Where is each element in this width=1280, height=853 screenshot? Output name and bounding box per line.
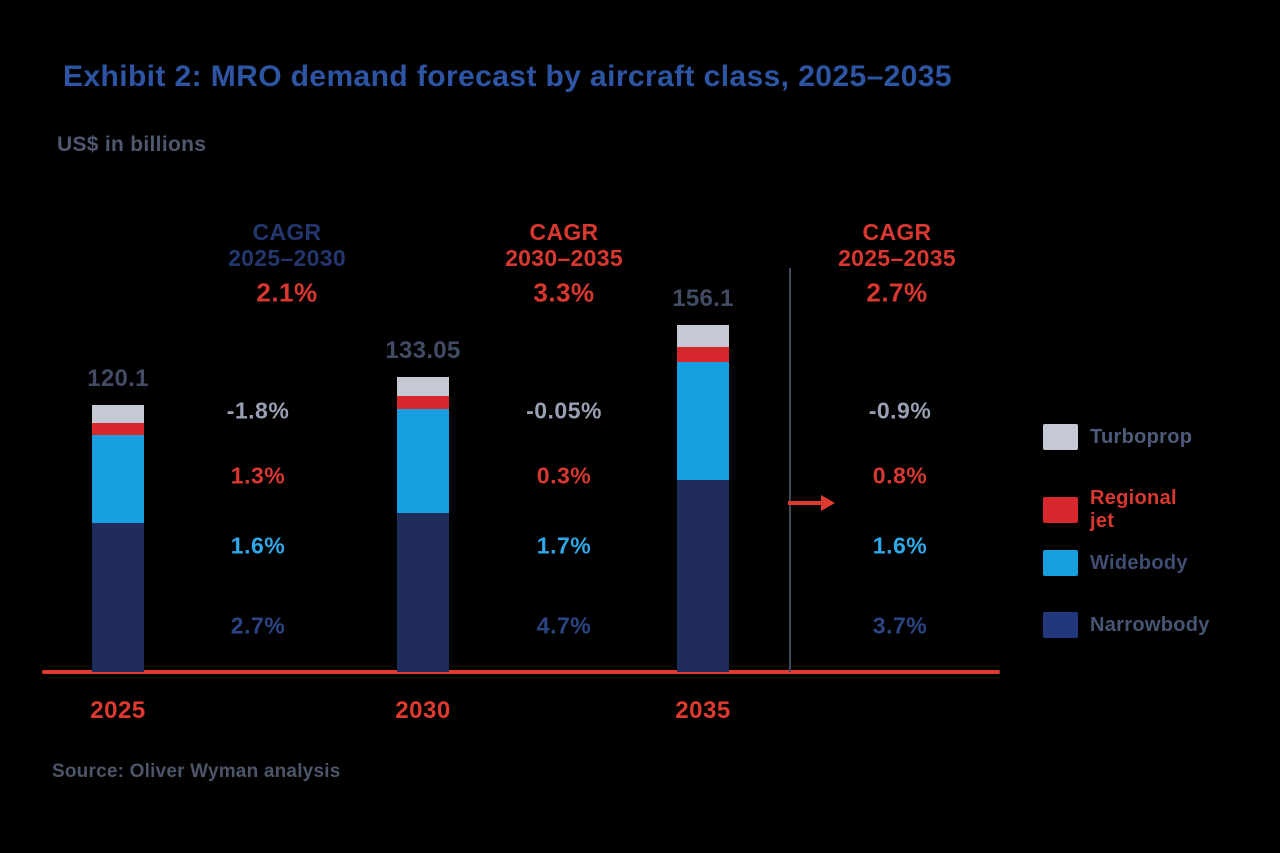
bar-segment-turboprop-2030 xyxy=(397,376,449,397)
cagr-turboprop-2: -0.9% xyxy=(868,397,932,424)
cagr-header-line2: 2025–2030 xyxy=(228,245,346,271)
bar-total-label-2025: 120.1 xyxy=(87,365,149,393)
separator-line xyxy=(789,268,791,672)
legend-item-turboprop: Turboprop xyxy=(1043,424,1192,450)
cagr-regional-jet-2: 0.8% xyxy=(872,462,928,489)
cagr-header-1: CAGR 2030–2035 xyxy=(505,219,623,271)
cagr-narrowbody-0: 2.7% xyxy=(230,612,286,639)
cagr-regional-jet-1: 0.3% xyxy=(536,462,592,489)
x-axis-label-2030: 2030 xyxy=(395,697,451,724)
bar-total-label-2030: 133.05 xyxy=(385,336,461,364)
legend-item-narrowbody: Narrowbody xyxy=(1043,612,1210,638)
source-note: Source: Oliver Wyman analysis xyxy=(52,761,341,782)
bar-segment-widebody-2025 xyxy=(92,434,144,524)
cagr-header-0: CAGR 2025–2030 xyxy=(228,219,346,271)
arrow-right-icon xyxy=(788,495,835,511)
cagr-turboprop-1: -0.05% xyxy=(526,397,602,424)
x-axis-label-2025: 2025 xyxy=(90,697,146,724)
cagr-widebody-1: 1.7% xyxy=(536,532,592,559)
cagr-header-line1: CAGR xyxy=(529,219,599,245)
bar-segment-turboprop-2035 xyxy=(677,325,729,347)
turboprop-swatch-icon xyxy=(1043,424,1078,450)
cagr-narrowbody-2: 3.7% xyxy=(872,612,928,639)
bar-total-label-2035: 156.1 xyxy=(672,285,734,313)
legend-label-regional-jet: Regional jet xyxy=(1090,487,1177,532)
x-axis-label-2035: 2035 xyxy=(675,697,731,724)
cagr-header-line2: 2030–2035 xyxy=(505,245,623,271)
legend-label-narrowbody: Narrowbody xyxy=(1090,613,1210,636)
bar-segment-narrowbody-2035 xyxy=(677,479,729,672)
legend-label-turboprop: Turboprop xyxy=(1090,425,1193,448)
cagr-header-line1: CAGR xyxy=(862,219,932,245)
bar-segment-widebody-2030 xyxy=(397,408,449,514)
cagr-overall-0: 2.1% xyxy=(256,277,318,308)
legend-label-widebody: Widebody xyxy=(1090,551,1188,574)
chart-title: Exhibit 2: MRO demand forecast by aircra… xyxy=(63,60,952,93)
narrowbody-swatch-icon xyxy=(1043,612,1078,638)
legend-item-regional-jet: Regional jet xyxy=(1043,487,1177,533)
bar-segment-regional-jet-2030 xyxy=(397,396,449,409)
legend-item-widebody: Widebody xyxy=(1043,550,1188,576)
cagr-header-line1: CAGR xyxy=(252,219,322,245)
bar-segment-regional-jet-2035 xyxy=(677,346,729,362)
bar-segment-turboprop-2025 xyxy=(92,405,144,424)
bar-segment-narrowbody-2025 xyxy=(92,523,144,672)
chart-subtitle: US$ in billions xyxy=(57,133,207,156)
cagr-turboprop-0: -1.8% xyxy=(226,397,290,424)
bar-segment-regional-jet-2025 xyxy=(92,423,144,435)
x-axis-line xyxy=(42,670,1000,674)
cagr-header-2: CAGR 2025–2035 xyxy=(838,219,956,271)
cagr-narrowbody-1: 4.7% xyxy=(536,612,592,639)
cagr-widebody-0: 1.6% xyxy=(230,532,286,559)
cagr-regional-jet-0: 1.3% xyxy=(230,462,286,489)
cagr-widebody-2: 1.6% xyxy=(872,532,928,559)
regional-jet-swatch-icon xyxy=(1043,497,1078,523)
bar-segment-widebody-2035 xyxy=(677,361,729,480)
cagr-overall-1: 3.3% xyxy=(533,277,595,308)
widebody-swatch-icon xyxy=(1043,550,1078,576)
bar-segment-narrowbody-2030 xyxy=(397,513,449,672)
cagr-overall-2: 2.7% xyxy=(866,277,928,308)
cagr-header-line2: 2025–2035 xyxy=(838,245,956,271)
